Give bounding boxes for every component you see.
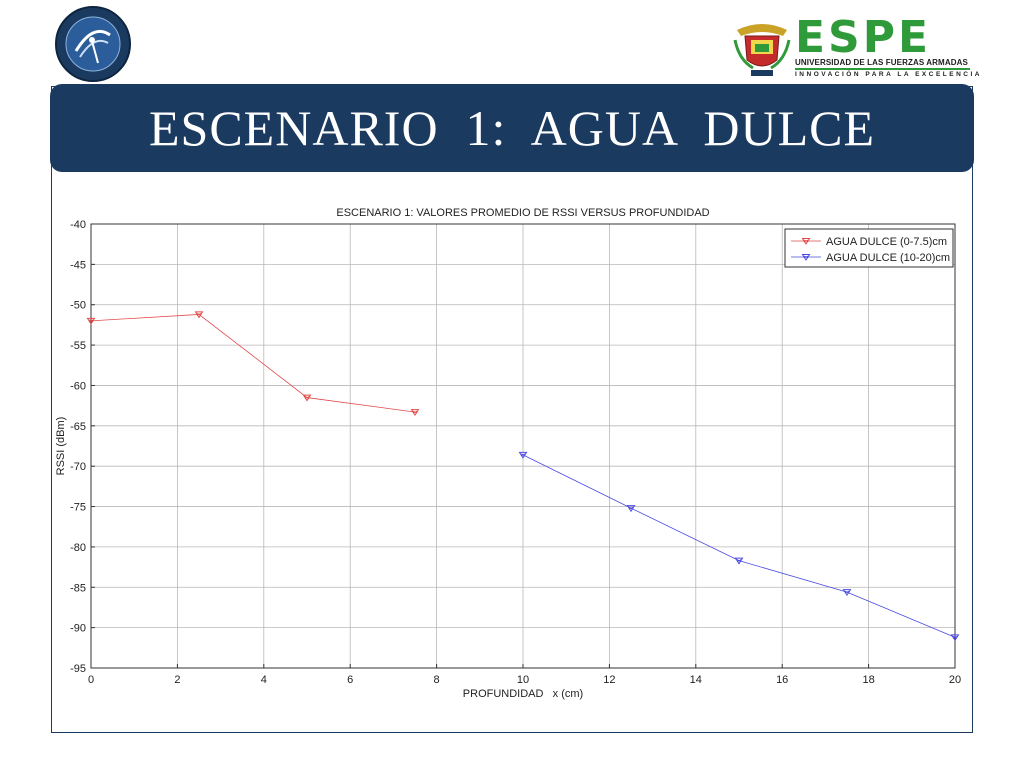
y-tick-label: -50 — [70, 300, 86, 312]
y-tick-label: -45 — [70, 259, 86, 271]
y-axis-label: RSSI (dBm) — [55, 417, 67, 476]
data-point-marker — [734, 557, 744, 565]
series-1 — [86, 311, 420, 417]
x-tick-label: 12 — [603, 674, 615, 686]
series-line — [90, 314, 416, 413]
chart-legend: AGUA DULCE (0-7.5)cm AGUA DULCE (10-20)cm — [784, 228, 954, 268]
legend-label: AGUA DULCE (10-20)cm — [826, 252, 950, 264]
y-tick-label: -70 — [70, 461, 86, 473]
slide-frame — [51, 86, 973, 733]
y-tick-label: -75 — [70, 502, 86, 514]
slide-title: ESCENARIO 1: AGUA DULCE — [148, 100, 876, 156]
x-tick-label: 8 — [434, 674, 440, 686]
data-point-marker — [302, 394, 312, 402]
series-line — [522, 454, 956, 638]
legend-box — [784, 228, 954, 268]
x-tick-label: 18 — [862, 674, 874, 686]
chart-title: ESCENARIO 1: VALORES PROMEDIO DE RSSI VE… — [336, 207, 709, 219]
y-tick-label: -85 — [70, 582, 86, 594]
y-tick-label: -40 — [70, 219, 86, 231]
espe-motto: INNOVACIÓN PARA LA EXCELENCIA — [795, 71, 982, 78]
data-point-marker — [518, 451, 528, 459]
espe-logo: ESPE UNIVERSIDAD DE LAS FUERZAS ARMADAS … — [733, 16, 979, 82]
y-tick-label: -65 — [70, 421, 86, 433]
chart-ticks: 0 2 4 6 8 10 12 14 16 18 20 -40 -45 -50 -55 -60 -65 -70 -7… — [70, 219, 961, 686]
x-axis-label: PROFUNDIDAD x (cm) — [463, 688, 583, 700]
y-tick-label: -55 — [70, 340, 86, 352]
chart-grid — [90, 223, 956, 669]
espe-wordmark: ESPE — [795, 12, 932, 63]
data-point-marker — [842, 589, 852, 597]
y-tick-label: -60 — [70, 380, 86, 392]
x-tick-label: 10 — [517, 674, 529, 686]
x-tick-label: 4 — [261, 674, 267, 686]
x-tick-label: 6 — [347, 674, 353, 686]
x-tick-label: 20 — [949, 674, 961, 686]
data-point-marker — [410, 409, 420, 417]
legend-item: AGUA DULCE (0-7.5)cm — [791, 236, 947, 248]
espe-divider — [795, 68, 970, 70]
espe-subtitle: UNIVERSIDAD DE LAS FUERZAS ARMADAS — [795, 58, 968, 67]
x-tick-label: 16 — [776, 674, 788, 686]
x-tick-label: 14 — [690, 674, 702, 686]
espe-crest-icon — [733, 24, 791, 76]
y-tick-label: -95 — [70, 663, 86, 675]
x-tick-label: 2 — [174, 674, 180, 686]
data-point-marker — [194, 311, 204, 319]
chart-series — [86, 311, 960, 642]
legend-label: AGUA DULCE (0-7.5)cm — [826, 236, 947, 248]
data-point-marker — [950, 634, 960, 642]
title-banner: ESCENARIO 1: AGUA DULCE — [50, 84, 974, 172]
data-point-marker — [626, 505, 636, 513]
data-point-marker — [801, 254, 811, 261]
data-point-marker — [801, 238, 811, 245]
university-department-seal-icon — [54, 5, 132, 83]
data-point-marker — [86, 317, 96, 325]
x-tick-label: 0 — [88, 674, 94, 686]
legend-item: AGUA DULCE (10-20)cm — [791, 252, 950, 264]
series-2 — [518, 451, 960, 642]
y-tick-label: -90 — [70, 623, 86, 635]
y-tick-label: -80 — [70, 542, 86, 554]
